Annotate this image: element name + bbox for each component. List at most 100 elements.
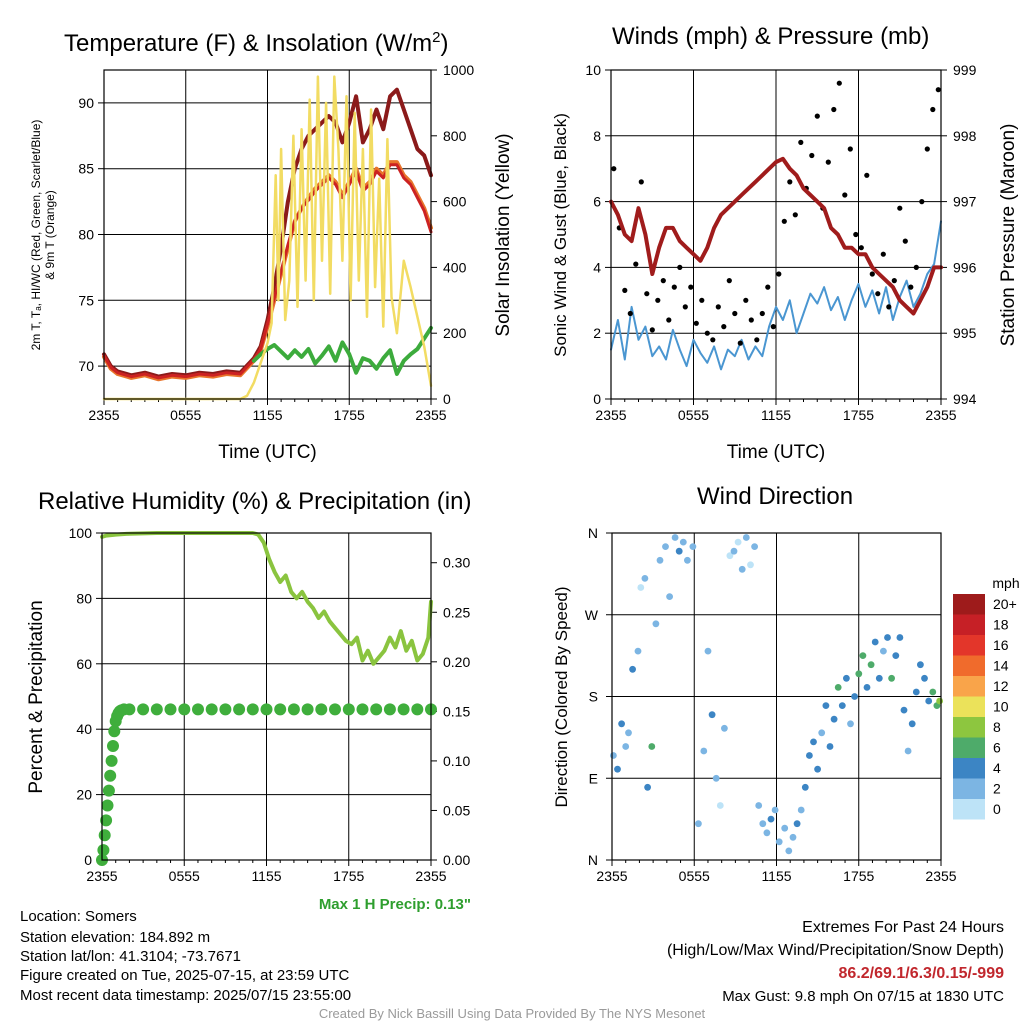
rh-xtick-label: 2355 <box>86 868 117 884</box>
created-text: Figure created on Tue, 2025-07-15, at 23… <box>20 967 350 984</box>
dir-xtick-label: 2355 <box>596 868 627 884</box>
direction-point <box>801 783 809 791</box>
legend-title: mph <box>992 575 1019 591</box>
rh-ytick-label: 80 <box>76 590 92 606</box>
legend-label: 12 <box>993 678 1009 694</box>
temp-ytick-label: 75 <box>78 292 94 308</box>
direction-point <box>671 534 679 541</box>
wind-gust-point <box>875 291 881 297</box>
legend-swatch <box>953 758 985 779</box>
rh-xtick-label: 0555 <box>169 868 200 884</box>
wind-ytick-right-label: 997 <box>953 194 977 210</box>
rh-xtick-label: 2355 <box>415 868 446 884</box>
direction-point <box>644 783 651 791</box>
direction-point <box>747 561 754 569</box>
legend-swatch <box>953 737 985 758</box>
direction-point <box>830 715 838 723</box>
wind-gust-point <box>836 80 842 86</box>
legend-label: 14 <box>993 658 1009 674</box>
dir-ytick-label: N <box>588 852 598 868</box>
legend-label: 8 <box>993 719 1001 735</box>
wind-gust-point <box>649 327 655 333</box>
precip-point <box>329 703 341 716</box>
legend-swatch <box>953 676 985 697</box>
precip-point <box>397 703 410 716</box>
precip-point <box>411 703 424 716</box>
wind-ytick-label: 2 <box>593 325 601 341</box>
wind-gust-point <box>633 261 639 267</box>
precip-point <box>246 703 259 716</box>
direction-point <box>679 538 687 546</box>
direction-point <box>814 765 821 773</box>
precip-point <box>105 754 118 767</box>
direction-point <box>742 534 750 541</box>
wind-gust-point <box>726 278 732 284</box>
rh-ytick-label: 0 <box>84 852 92 868</box>
wind-gust-point <box>913 264 919 270</box>
precip-point <box>150 703 163 716</box>
direction-point <box>912 688 920 696</box>
rh-ytick-right-label: 0.30 <box>443 555 470 571</box>
legend-swatch <box>953 696 985 717</box>
precip-point <box>301 703 314 716</box>
wind-gust-point <box>611 166 617 172</box>
direction-point <box>695 820 702 828</box>
location-text: Location: Somers <box>20 908 137 925</box>
direction-point <box>641 575 649 582</box>
precip-point <box>274 703 287 716</box>
elevation-text: Station elevation: 184.892 m <box>20 929 211 946</box>
direction-point <box>785 847 793 855</box>
direction-point <box>708 711 716 719</box>
legend-label: 18 <box>993 617 1009 633</box>
wind-gust-point <box>919 199 925 205</box>
direction-point <box>652 620 660 628</box>
direction-point <box>863 684 871 691</box>
direction-point <box>936 697 943 705</box>
temp-ylabel-right: Solar Insolation (Yellow) <box>493 133 514 336</box>
direction-point <box>884 634 891 641</box>
direction-point <box>900 706 908 714</box>
rh-ytick-right-label: 0.00 <box>443 852 470 868</box>
dir-xtick-label: 1755 <box>843 868 874 884</box>
rh-ytick-right-label: 0.15 <box>443 703 470 719</box>
temp-xtick-label: 0555 <box>170 407 201 423</box>
direction-point <box>618 720 625 728</box>
wind-gust-point <box>710 337 716 343</box>
temp-ytick-right-label: 0 <box>443 391 451 407</box>
precip-point <box>104 769 117 782</box>
wind-gust-point <box>847 146 853 152</box>
precip-point <box>192 703 204 716</box>
wind-xtick-label: 0555 <box>678 407 709 423</box>
precip-point <box>205 703 218 716</box>
wind-gust-point <box>759 310 765 317</box>
wind-gust-point <box>743 297 749 303</box>
direction-point <box>781 824 789 832</box>
wind-gust-point <box>842 192 848 198</box>
wind-gust-point <box>787 179 793 185</box>
wind-gust-point <box>770 324 776 330</box>
direction-point <box>806 752 813 759</box>
rh-ytick-right-label: 0.20 <box>443 654 470 670</box>
wind-gust-point <box>935 87 941 93</box>
wind-ylabel-left: Sonic Wind & Gust (Blue, Black) <box>551 113 570 357</box>
precip-point <box>100 814 113 827</box>
direction-point <box>734 538 742 546</box>
direction-point <box>888 674 895 682</box>
wind-ytick-right-label: 999 <box>953 62 977 78</box>
wind-gust-point <box>638 179 644 185</box>
direction-point <box>625 729 632 737</box>
temp-xlabel: Time (UTC) <box>218 442 317 463</box>
wind-gust-point <box>776 271 782 277</box>
direction-point <box>908 720 916 728</box>
dir-ytick-label: W <box>585 607 599 623</box>
temp-ytick-right-label: 1000 <box>443 62 474 78</box>
direction-point <box>822 702 830 709</box>
direction-point <box>810 738 817 746</box>
wind-gust-point <box>781 218 787 224</box>
wind-xtick-label: 2355 <box>925 407 956 423</box>
dir-ytick-label: S <box>589 689 598 705</box>
wind-gust-point <box>792 212 798 218</box>
precip-point <box>98 829 111 842</box>
dir-xtick-label: 0555 <box>679 868 710 884</box>
